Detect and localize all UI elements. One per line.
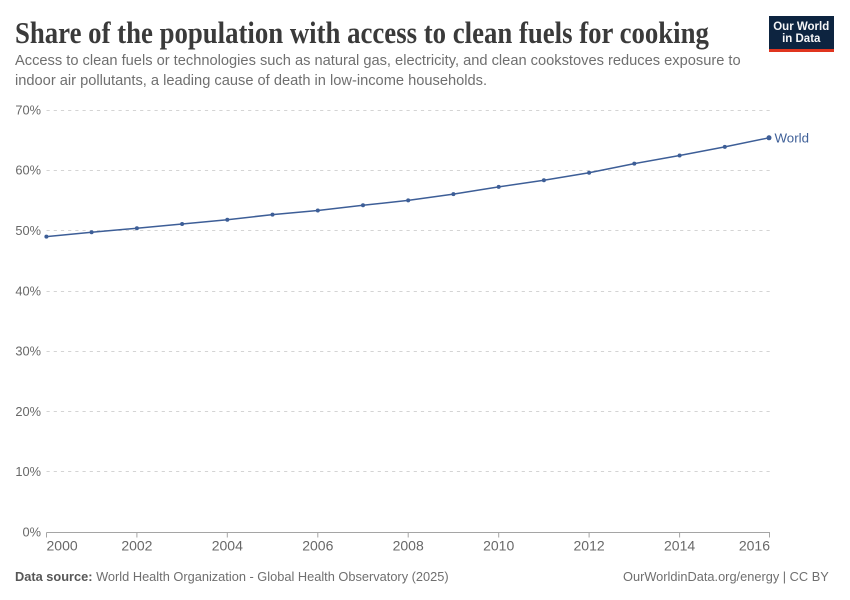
svg-text:2004: 2004 [212, 538, 243, 554]
svg-text:40%: 40% [15, 283, 41, 298]
svg-text:0%: 0% [23, 524, 42, 539]
svg-text:30%: 30% [15, 344, 41, 359]
svg-text:2010: 2010 [483, 538, 514, 554]
svg-text:10%: 10% [15, 464, 41, 479]
svg-text:20%: 20% [15, 404, 41, 419]
svg-text:50%: 50% [15, 223, 41, 238]
svg-text:70%: 70% [15, 102, 41, 117]
svg-text:2006: 2006 [302, 538, 333, 554]
svg-text:2008: 2008 [393, 538, 424, 554]
svg-text:World: World [775, 130, 809, 145]
svg-text:2014: 2014 [664, 538, 695, 554]
svg-text:2012: 2012 [574, 538, 605, 554]
svg-text:2002: 2002 [121, 538, 152, 554]
svg-text:2000: 2000 [47, 538, 78, 554]
svg-text:2016: 2016 [739, 538, 770, 554]
svg-text:60%: 60% [15, 163, 41, 178]
